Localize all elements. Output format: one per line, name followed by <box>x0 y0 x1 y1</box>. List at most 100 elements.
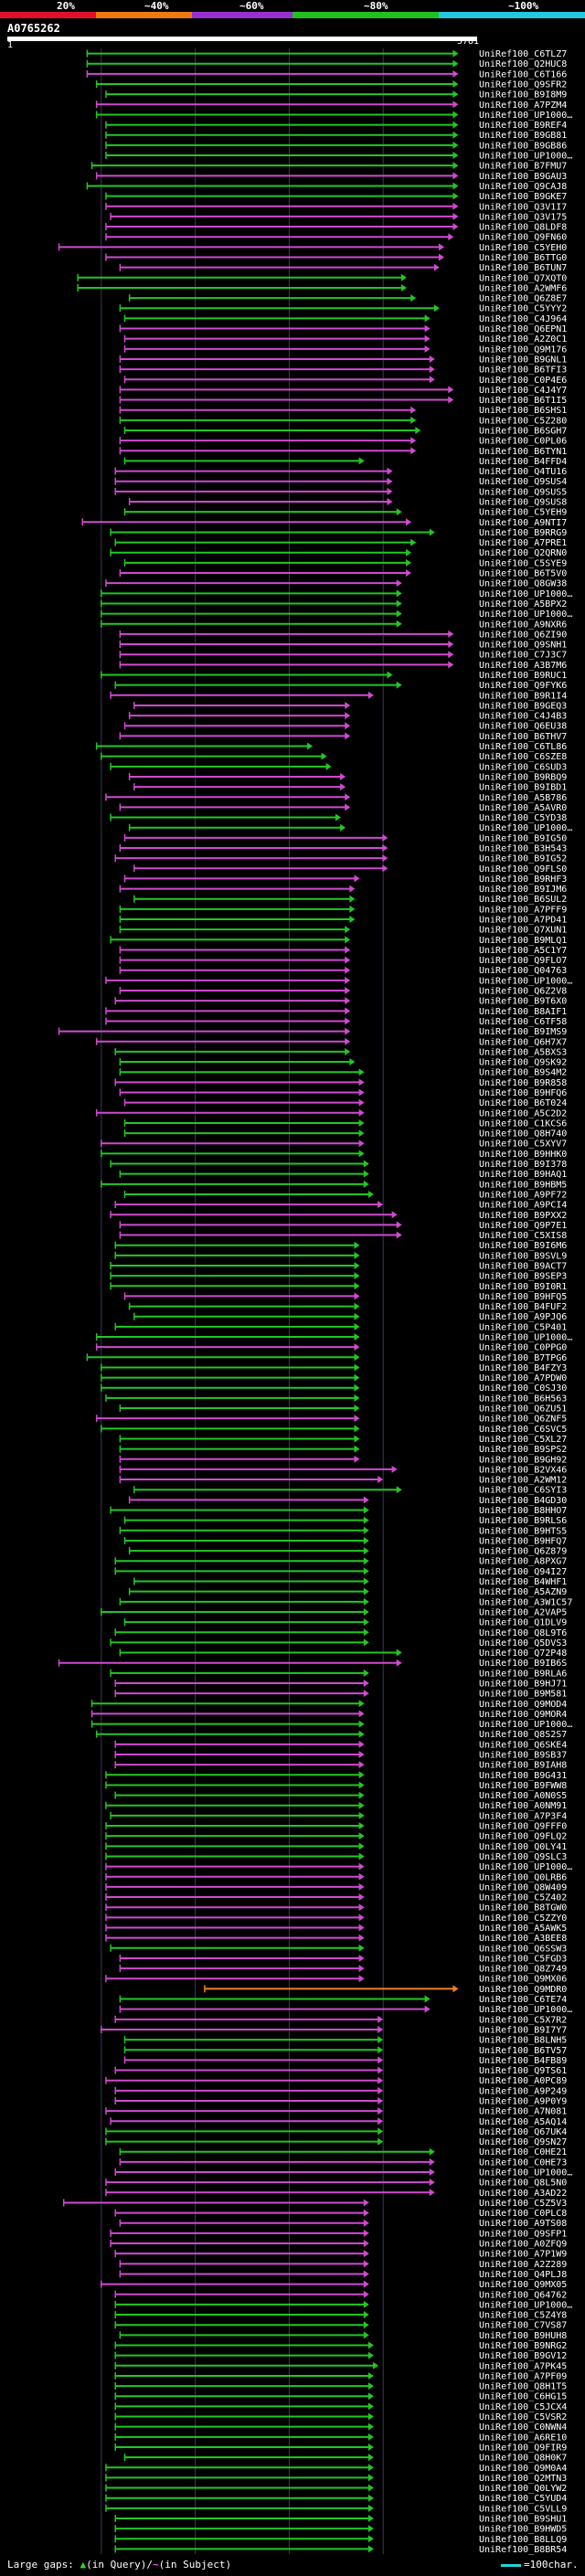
hit-row[interactable]: UniRef100_B9IG50 <box>123 833 568 843</box>
hit-row[interactable]: UniRef100_B9SHU1 <box>114 2514 567 2524</box>
hit-row[interactable]: UniRef100_A0PC89 <box>105 2076 567 2086</box>
hit-row[interactable]: UniRef100_Q9FLO7 <box>119 956 567 966</box>
hit-row[interactable]: UniRef100_B4FUF2 <box>128 1302 568 1312</box>
hit-row[interactable]: UniRef100_Q9MX06 <box>105 1975 567 1985</box>
hit-label[interactable]: UniRef100_A7P3F4 <box>479 1811 567 1821</box>
hit-row[interactable]: UniRef100_B9IMS9 <box>58 1027 568 1037</box>
hit-label[interactable]: UniRef100_C0HE73 <box>479 2157 567 2168</box>
hit-row[interactable]: UniRef100_A6RE10 <box>114 2433 567 2443</box>
hit-label[interactable]: UniRef100_B4FZY3 <box>479 1363 567 1373</box>
hit-row[interactable]: UniRef100_C5Z4Y8 <box>114 2311 567 2321</box>
hit-row[interactable]: UniRef100_B6TV57 <box>123 2046 568 2056</box>
hit-label[interactable]: UniRef100_B4FB89 <box>479 2056 567 2066</box>
hit-label[interactable]: UniRef100_B9MLQ1 <box>479 936 567 946</box>
hit-label[interactable]: UniRef100_B9T6X0 <box>479 997 567 1007</box>
hit-row[interactable]: UniRef100_A7PF09 <box>114 2371 567 2381</box>
hit-label[interactable]: UniRef100_B8LNH5 <box>479 2036 567 2046</box>
hit-label[interactable]: UniRef100_Q6ZI90 <box>479 630 567 640</box>
hit-row[interactable]: UniRef100_C5YYY2 <box>119 304 567 314</box>
hit-row[interactable]: UniRef100_Q6ZU51 <box>119 1405 567 1415</box>
hit-label[interactable]: UniRef100_Q2MTN3 <box>479 2474 567 2484</box>
hit-row[interactable]: UniRef100_C6TL86 <box>95 742 568 752</box>
hit-row[interactable]: UniRef100_C5Z402 <box>105 1893 567 1903</box>
hit-label[interactable]: UniRef100_Q9SK92 <box>479 1058 567 1068</box>
hit-label[interactable]: UniRef100_C5XIS8 <box>479 1231 567 1241</box>
hit-label[interactable]: UniRef100_A3B7M6 <box>479 661 567 671</box>
hit-row[interactable]: UniRef100_B9HFQ7 <box>123 1536 568 1546</box>
hit-row[interactable]: UniRef100_B9R1I4 <box>110 691 567 701</box>
hit-row[interactable]: UniRef100_B9G431 <box>105 1771 567 1781</box>
hit-label[interactable]: UniRef100_B9R858 <box>479 1078 567 1088</box>
hit-row[interactable]: UniRef100_B9REF4 <box>105 121 567 131</box>
hit-label[interactable]: UniRef100_B9I8M9 <box>479 90 567 101</box>
hit-row[interactable]: UniRef100_B6TUN7 <box>119 263 567 273</box>
hit-row[interactable]: UniRef100_B6SGH7 <box>123 426 568 436</box>
hit-label[interactable]: UniRef100_Q9SFP1 <box>479 2229 567 2239</box>
hit-label[interactable]: UniRef100_B8TGW0 <box>479 1903 567 1913</box>
hit-label[interactable]: UniRef100_A0N0S5 <box>479 1791 567 1801</box>
hit-label[interactable]: UniRef100_Q9SUS4 <box>479 477 567 487</box>
hit-label[interactable]: UniRef100_Q64762 <box>479 2290 567 2300</box>
hit-row[interactable]: UniRef100_B9I0R1 <box>110 1282 567 1292</box>
hit-label[interactable]: UniRef100_Q6Z2V8 <box>479 987 567 997</box>
hit-row[interactable]: UniRef100_Q6EPN1 <box>119 324 567 334</box>
hit-label[interactable]: UniRef100_A5AZN9 <box>479 1587 567 1597</box>
hit-row[interactable]: UniRef100_UP1000… <box>101 610 573 620</box>
hit-row[interactable]: UniRef100_Q94I27 <box>114 1567 567 1577</box>
hit-label[interactable]: UniRef100_Q0LRB6 <box>479 1872 567 1882</box>
hit-label[interactable]: UniRef100_Q9FLQ2 <box>479 1832 567 1842</box>
hit-row[interactable]: UniRef100_Q72P48 <box>119 1648 567 1659</box>
hit-label[interactable]: UniRef100_Q6ZU51 <box>479 1405 567 1415</box>
hit-label[interactable]: UniRef100_Q6SSW3 <box>479 1944 567 1954</box>
hit-row[interactable]: UniRef100_A5BXS3 <box>114 1047 567 1057</box>
hit-row[interactable]: UniRef100_A5BPX2 <box>101 599 568 610</box>
hit-row[interactable]: UniRef100_B3H543 <box>119 843 567 853</box>
hit-row[interactable]: UniRef100_C6TF58 <box>105 1017 567 1027</box>
hit-label[interactable]: UniRef100_A3BEE8 <box>479 1934 567 1944</box>
hit-row[interactable]: UniRef100_B9HHK0 <box>101 1150 568 1160</box>
hit-label[interactable]: UniRef100_Q67UK4 <box>479 2127 567 2137</box>
hit-label[interactable]: UniRef100_UP1000… <box>479 1862 572 1872</box>
hit-row[interactable]: UniRef100_A5AWK5 <box>105 1924 567 1934</box>
hit-label[interactable]: UniRef100_B6TUN7 <box>479 263 567 273</box>
hit-row[interactable]: UniRef100_B4FZY3 <box>101 1363 568 1373</box>
hit-row[interactable]: UniRef100_Q9SNH1 <box>119 641 567 651</box>
hit-row[interactable]: UniRef100_Q3V175 <box>110 212 567 222</box>
hit-label[interactable]: UniRef100_B9GH92 <box>479 1455 567 1465</box>
hit-row[interactable]: UniRef100_B9SB37 <box>114 1751 567 1761</box>
hit-row[interactable]: UniRef100_Q2HUC8 <box>86 59 567 69</box>
hit-label[interactable]: UniRef100_C5YD38 <box>479 813 567 823</box>
hit-label[interactable]: UniRef100_Q1DLV9 <box>479 1618 567 1628</box>
hit-row[interactable]: UniRef100_B9S4M2 <box>119 1068 567 1078</box>
hit-row[interactable]: UniRef100_B7FMU7 <box>90 162 568 172</box>
hit-row[interactable]: UniRef100_B9RUC1 <box>101 671 568 681</box>
hit-label[interactable]: UniRef100_Q4PLJ8 <box>479 2270 567 2280</box>
hit-label[interactable]: UniRef100_B9I6M6 <box>479 1241 567 1251</box>
hit-row[interactable]: UniRef100_Q8L9T6 <box>114 1628 567 1638</box>
hit-label[interactable]: UniRef100_B9RLA6 <box>479 1669 567 1679</box>
hit-label[interactable]: UniRef100_A2WMF6 <box>479 283 567 293</box>
hit-row[interactable]: UniRef100_A9PF72 <box>123 1190 568 1200</box>
hit-label[interactable]: UniRef100_A9P0Y9 <box>479 2096 567 2106</box>
hit-label[interactable]: UniRef100_UP1000… <box>479 2168 572 2178</box>
hit-row[interactable]: UniRef100_C4J964 <box>123 314 568 324</box>
hit-row[interactable]: UniRef100_Q9SUS5 <box>114 487 567 497</box>
hit-label[interactable]: UniRef100_A3AD22 <box>479 2189 567 2199</box>
hit-label[interactable]: UniRef100_B9IBD1 <box>479 783 567 793</box>
hit-label[interactable]: UniRef100_A7N081 <box>479 2107 567 2117</box>
hit-label[interactable]: UniRef100_C5VSR2 <box>479 2412 567 2422</box>
hit-row[interactable]: UniRef100_B9RBQ9 <box>128 772 568 782</box>
hit-row[interactable]: UniRef100_A2WM12 <box>119 1476 567 1486</box>
hit-label[interactable]: UniRef100_B6TYN1 <box>479 447 567 457</box>
hit-label[interactable]: UniRef100_A7PDW0 <box>479 1373 567 1383</box>
hit-row[interactable]: UniRef100_C5VSR2 <box>114 2412 567 2422</box>
hit-row[interactable]: UniRef100_B9IB6S <box>58 1659 568 1669</box>
hit-row[interactable]: UniRef100_A9NTI7 <box>81 518 567 528</box>
hit-label[interactable]: UniRef100_B4WHF1 <box>479 1577 567 1587</box>
hit-label[interactable]: UniRef100_A9PF72 <box>479 1190 567 1200</box>
hit-row[interactable]: UniRef100_C6SUD3 <box>110 762 567 772</box>
hit-row[interactable]: UniRef100_B9PXX2 <box>110 1211 567 1221</box>
hit-label[interactable]: UniRef100_Q7XQT0 <box>479 273 567 283</box>
hit-row[interactable]: UniRef100_Q6H7X7 <box>95 1037 568 1047</box>
hit-row[interactable]: UniRef100_B6SHS1 <box>119 406 567 416</box>
